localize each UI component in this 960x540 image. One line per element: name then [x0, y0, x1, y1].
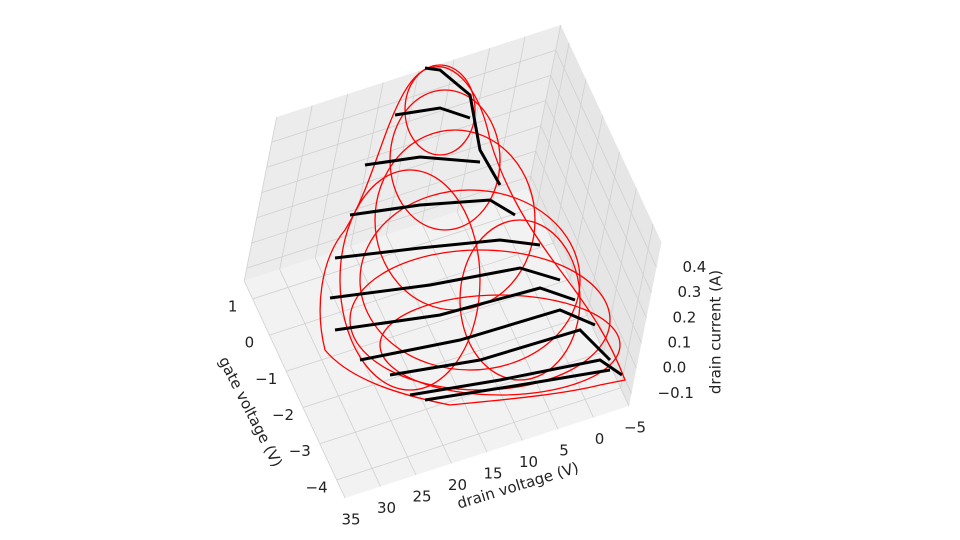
surface-loop: [359, 189, 581, 371]
grid-line: [350, 246, 452, 464]
x-tick-label: 0: [595, 430, 605, 448]
z-tick-label: 0.1: [668, 334, 692, 352]
grid-line: [246, 175, 531, 269]
surface-trace: [359, 308, 596, 362]
grid-line: [279, 105, 313, 270]
x-tick-label: −5: [624, 419, 646, 437]
surface-loop: [379, 294, 621, 396]
x-tick-label: 30: [377, 499, 396, 517]
grid-line: [540, 125, 642, 344]
tick-labels: 35302520151050−510−1−2−3−40.40.30.20.10.…: [228, 258, 707, 529]
y-tick-label: −1: [255, 370, 277, 388]
grid-line: [314, 93, 349, 258]
x-tick-label: 25: [412, 488, 431, 506]
grid-line: [266, 75, 551, 168]
x-tick-label: 20: [448, 476, 467, 494]
z-tick-label: −0.1: [658, 384, 694, 402]
surface: [319, 64, 626, 406]
grid-line: [314, 257, 417, 476]
surface-outline: [319, 66, 626, 406]
grid-line: [527, 24, 562, 189]
grid-line: [545, 100, 647, 318]
z-tick-label: 0.3: [678, 283, 702, 301]
surface-loop: [459, 219, 581, 381]
grid-line: [555, 50, 657, 268]
y-tick-label: −3: [289, 442, 311, 460]
y-tick-label: 0: [245, 334, 255, 352]
grid-line: [536, 43, 570, 207]
y-tick-label: −4: [306, 478, 328, 496]
surface-trace: [364, 155, 481, 167]
surface-trace: [329, 266, 561, 300]
grid-line: [271, 49, 556, 143]
x-tick-label: 15: [483, 465, 502, 483]
grid-line: [586, 151, 620, 316]
grid-line: [261, 100, 546, 193]
y-tick-label: 1: [228, 297, 238, 315]
grid-line: [279, 269, 381, 487]
grid-line: [336, 387, 621, 481]
z-tick-label: 0.2: [673, 308, 697, 326]
surface-trace: [334, 238, 541, 260]
grid-line: [243, 116, 278, 281]
surface-trace: [389, 328, 612, 377]
grid-line: [553, 79, 587, 244]
surface-trace: [394, 106, 471, 120]
grid-line: [421, 59, 455, 224]
grid-line: [550, 75, 652, 293]
grid-line: [302, 315, 588, 408]
x-tick-label: 35: [341, 511, 360, 529]
x-tick-label: 5: [559, 442, 569, 460]
surface-loop: [404, 64, 476, 156]
grid-line: [492, 200, 594, 418]
grid-line: [569, 115, 604, 280]
x-axis-label: drain voltage (V): [455, 458, 581, 512]
surface-trace: [409, 358, 623, 397]
z-axis-label: drain current (A): [707, 270, 725, 394]
grid-line: [620, 224, 654, 388]
grid-line: [492, 36, 526, 201]
axes-panes: [244, 25, 662, 499]
surface-trace: [349, 198, 516, 217]
grid-line: [456, 47, 491, 212]
grid-line: [269, 242, 554, 336]
z-tick-label: 0.4: [683, 258, 707, 276]
surface-trace: [334, 286, 576, 332]
grid-line: [243, 280, 346, 499]
z-tick-label: 0.0: [663, 359, 687, 377]
grid-line: [252, 206, 537, 300]
surface-loop: [339, 169, 481, 391]
grid-line: [535, 150, 637, 369]
surface-trace: [424, 66, 502, 186]
side-pane: [528, 25, 662, 406]
y-tick-label: −2: [272, 406, 294, 424]
grid-line: [286, 278, 571, 372]
x-tick-label: 10: [519, 453, 538, 471]
grid-line: [319, 351, 604, 445]
surface-trace: [424, 368, 611, 402]
